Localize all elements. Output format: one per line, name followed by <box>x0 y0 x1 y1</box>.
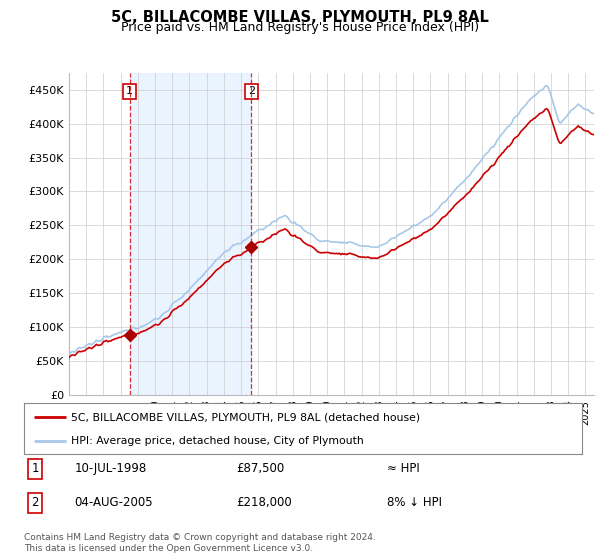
Text: 04-AUG-2005: 04-AUG-2005 <box>74 496 153 509</box>
Text: ≈ HPI: ≈ HPI <box>387 462 419 475</box>
Bar <box>130 73 251 395</box>
Text: 8% ↓ HPI: 8% ↓ HPI <box>387 496 442 509</box>
Text: 2: 2 <box>31 496 39 509</box>
Text: 5C, BILLACOMBE VILLAS, PLYMOUTH, PL9 8AL: 5C, BILLACOMBE VILLAS, PLYMOUTH, PL9 8AL <box>111 10 489 25</box>
Text: Price paid vs. HM Land Registry's House Price Index (HPI): Price paid vs. HM Land Registry's House … <box>121 21 479 34</box>
Text: 2: 2 <box>248 86 255 96</box>
Text: 1: 1 <box>126 86 133 96</box>
Text: £87,500: £87,500 <box>236 462 284 475</box>
Text: Contains HM Land Registry data © Crown copyright and database right 2024.
This d: Contains HM Land Registry data © Crown c… <box>24 533 376 553</box>
Text: 10-JUL-1998: 10-JUL-1998 <box>74 462 146 475</box>
Text: 1: 1 <box>31 462 39 475</box>
Text: 5C, BILLACOMBE VILLAS, PLYMOUTH, PL9 8AL (detached house): 5C, BILLACOMBE VILLAS, PLYMOUTH, PL9 8AL… <box>71 412 421 422</box>
Text: HPI: Average price, detached house, City of Plymouth: HPI: Average price, detached house, City… <box>71 436 364 446</box>
Text: £218,000: £218,000 <box>236 496 292 509</box>
